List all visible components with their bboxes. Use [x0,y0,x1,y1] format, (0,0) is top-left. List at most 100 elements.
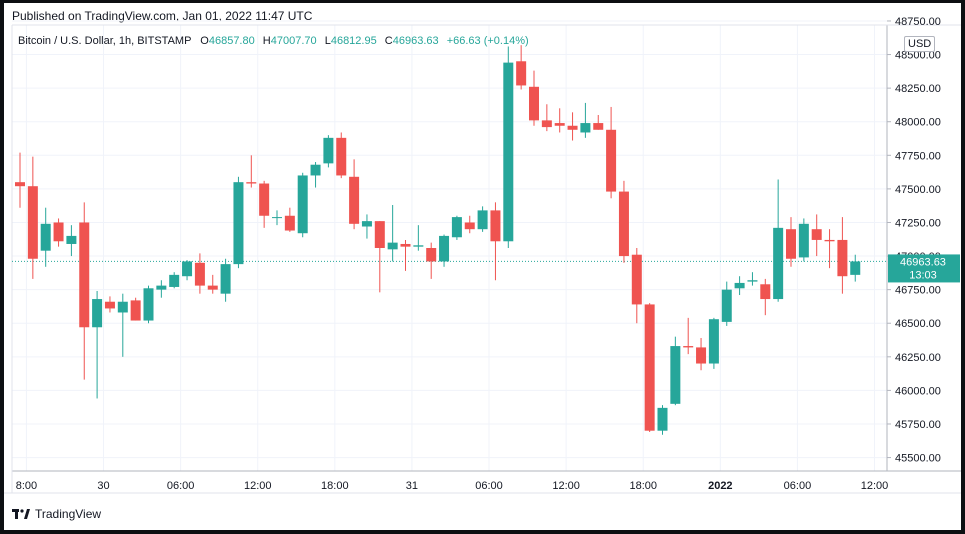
chart-legend: Bitcoin / U.S. Dollar, 1h, BITSTAMP O468… [18,35,529,47]
candle-body [233,182,244,265]
x-tick-label: 06:00 [475,480,503,492]
candle-body [811,229,822,240]
legend-low: L46812.95 [324,35,377,47]
candle-body [606,129,617,192]
candle-body [477,210,488,230]
x-tick-label: 18:00 [629,480,657,492]
candle-body [207,285,218,290]
candle-body [503,62,514,242]
candle-body [220,264,231,294]
y-tick-label: 48500.00 [895,50,941,62]
candle-body [541,120,552,128]
legend-high: H47007.70 [262,35,317,47]
tradingview-branding: TradingView [12,507,101,521]
y-tick-label: 48000.00 [895,117,941,129]
candle-body [439,235,450,262]
y-tick-label: 46000.00 [895,385,941,397]
candle-body [567,125,578,130]
chart-frame: Published on TradingView.com, Jan 01, 20… [4,3,961,530]
x-tick-label: 8:00 [16,480,37,492]
candle-body [194,262,205,286]
candle-body [747,280,758,282]
candle-body [336,137,347,176]
candle-body [117,301,128,313]
candle-body [272,217,282,219]
y-tick-label: 45500.00 [895,453,941,465]
candle-body [156,285,167,290]
candle-body [92,299,103,328]
candle-body [323,137,334,164]
x-tick-label: 06:00 [167,480,195,492]
currency-button[interactable]: USD [904,36,936,52]
x-tick-label: 12:00 [861,480,889,492]
candle-body [593,123,604,130]
candle-body [824,239,835,242]
candle-body [798,223,809,258]
candle-body [297,175,308,234]
y-tick-label: 47750.00 [895,150,941,162]
candle-body [40,223,51,251]
legend-change: +66.63 (+0.14%) [446,35,529,47]
candle-body [529,86,539,121]
candle-body [169,274,180,287]
candle-body [644,304,655,431]
y-tick-label: 46500.00 [895,318,941,330]
candle-body [786,229,796,259]
legend-open: O46857.80 [200,35,255,47]
candle-body [400,243,411,247]
candle-body [53,222,64,242]
candle-body [15,182,25,187]
y-tick-label: 46750.00 [895,285,941,297]
candle-body [246,182,257,184]
candle-body [259,183,270,216]
x-tick-label: 12:00 [552,480,580,492]
candle-body [451,217,462,238]
candle-body [349,176,360,224]
candle-body [130,300,141,321]
published-caption: Published on TradingView.com, Jan 01, 20… [12,9,313,23]
candle-body [618,191,629,257]
candle-body [182,261,193,277]
tradingview-logo-icon [12,509,30,519]
brand-label: TradingView [35,507,102,521]
x-tick-label: 30 [97,480,109,492]
last-price-countdown: 13:03 [909,269,937,281]
candle-body [773,227,784,300]
candle-body [760,284,771,300]
price-chart[interactable]: 45500.00 45750.00 46000.00 46250.00 46500.00… [4,3,961,530]
x-tick-label: 18:00 [321,480,349,492]
y-tick-label: 48750.00 [895,16,941,28]
candle-body [683,346,694,348]
candle-body [554,123,565,126]
candle-body [837,239,848,277]
candle-body [310,164,321,176]
candle-body [426,248,437,262]
candle-body [104,301,115,309]
candle-body [490,210,501,242]
candle-body [79,222,90,328]
candle-body [413,245,424,247]
candle-body [631,254,642,305]
y-tick-label: 45750.00 [895,419,941,431]
candle-body [361,221,372,227]
y-tick-label: 47500.00 [895,184,941,196]
candle-body [670,346,681,404]
candle-body [374,221,385,248]
legend-close: C46963.63 [384,35,439,47]
candle-body [66,235,77,244]
candle-body [284,215,295,231]
x-tick-label: 2022 [708,480,732,492]
candle-body [657,407,668,431]
last-price-tag [888,254,960,283]
last-price-value: 46963.63 [900,256,946,268]
candle-body [696,347,707,364]
candle-body [143,288,154,321]
candle-body [27,186,38,259]
x-tick-label: 06:00 [784,480,812,492]
legend-symbol: Bitcoin / U.S. Dollar, 1h, BITSTAMP [18,35,192,47]
y-tick-label: 48250.00 [895,83,941,95]
candle-body [580,123,591,133]
candle-body [734,282,745,289]
candle-body [464,222,475,230]
candle-body [721,289,732,322]
